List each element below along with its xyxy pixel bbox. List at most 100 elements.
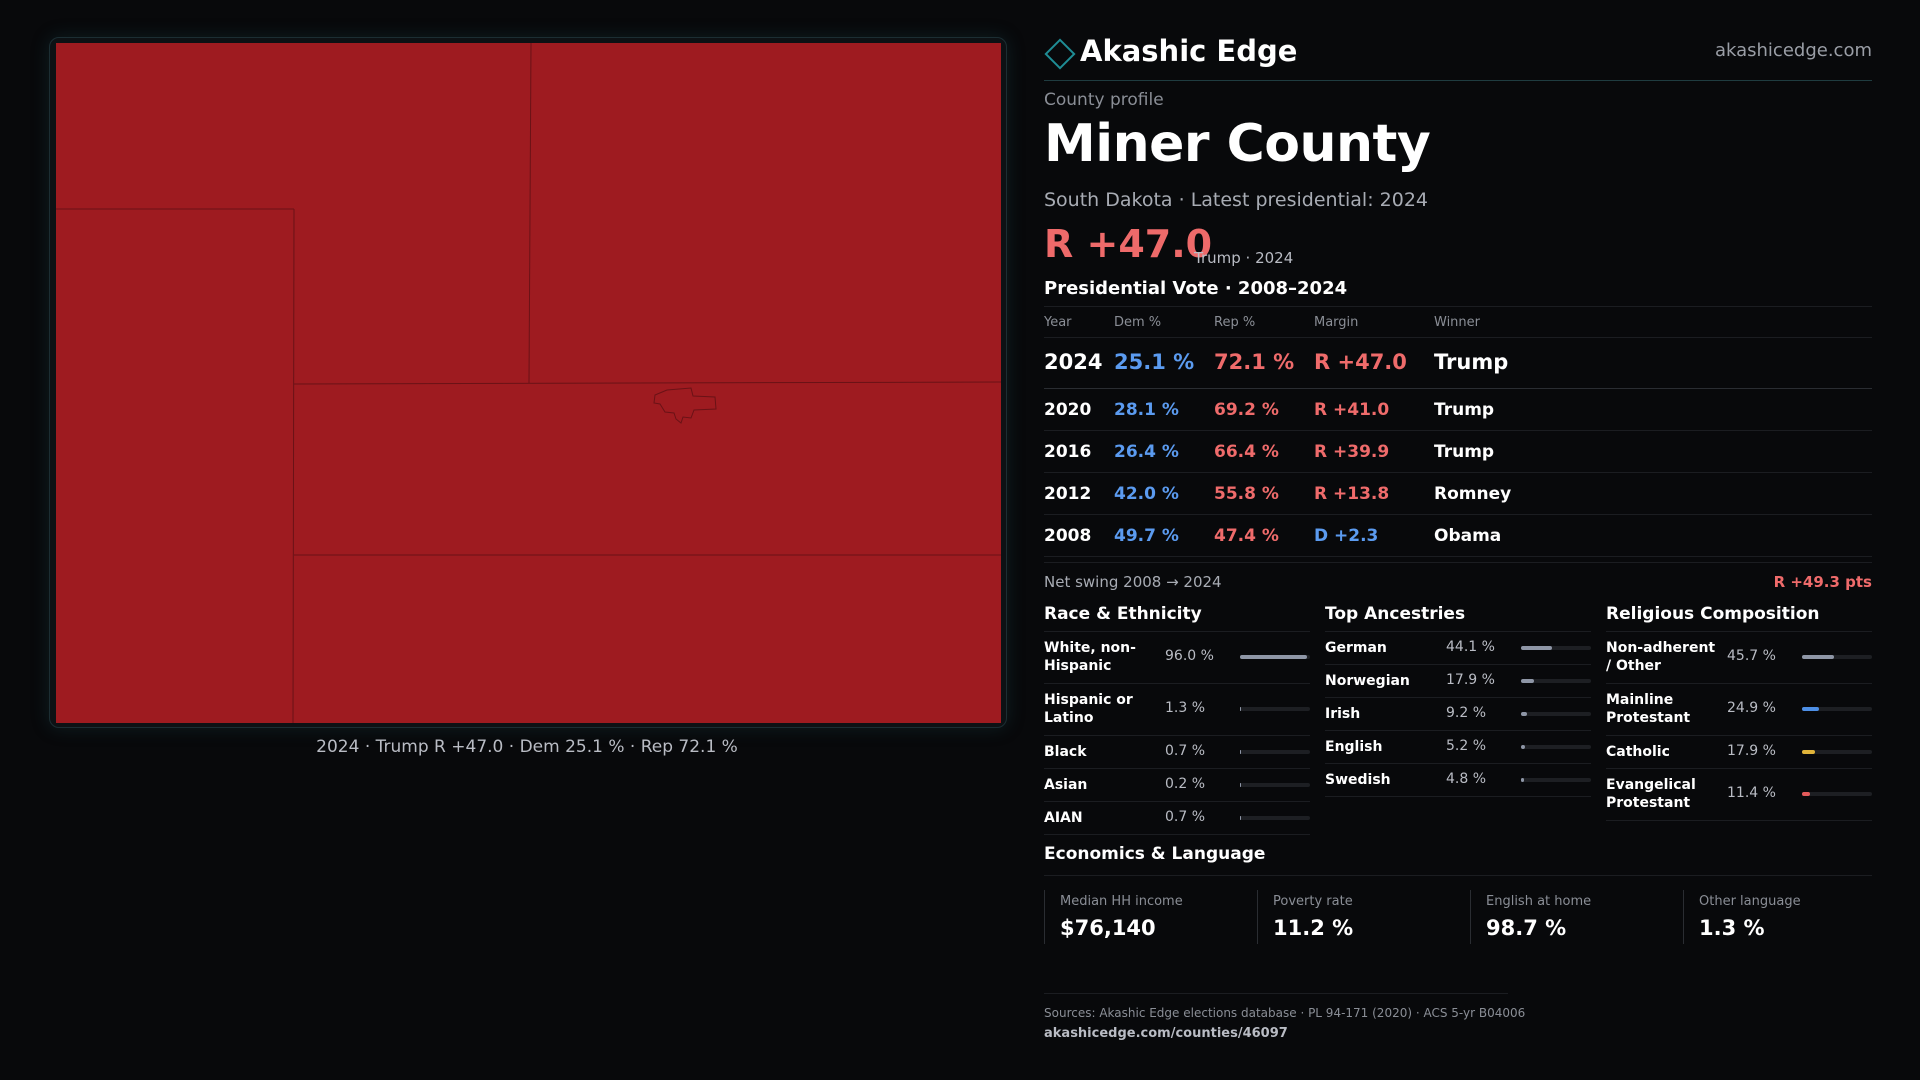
ancestry-bar-track	[1521, 646, 1591, 650]
row-year: 2024	[1044, 350, 1103, 374]
source-url-link[interactable]: akashicedge.com/counties/46097	[1044, 1026, 1288, 1041]
list-item: Mainline Protestant 24.9 %	[1606, 684, 1872, 736]
race-value: 0.2 %	[1165, 776, 1206, 792]
ancestry-heading: Top Ancestries	[1325, 602, 1591, 632]
list-item: Asian 0.2 %	[1044, 769, 1310, 802]
header-winner: Winner	[1434, 315, 1481, 330]
row-rep: 55.8 %	[1214, 484, 1279, 504]
religion-bar-fill	[1802, 750, 1815, 754]
list-item: Non-adherent / Other 45.7 %	[1606, 632, 1872, 684]
county-map-svg	[56, 42, 1002, 724]
race-bar-fill	[1240, 707, 1242, 711]
religion-label: Non-adherent / Other	[1606, 640, 1716, 674]
header-dem: Dem %	[1114, 315, 1162, 330]
row-rep: 47.4 %	[1214, 526, 1279, 546]
religion-bar-fill	[1802, 707, 1820, 711]
row-winner: Romney	[1434, 484, 1512, 504]
econ-value: 11.2 %	[1273, 916, 1354, 940]
row-margin: R +41.0	[1314, 400, 1390, 420]
row-rep: 69.2 %	[1214, 400, 1279, 420]
row-margin: R +47.0	[1314, 350, 1407, 374]
list-item: Norwegian 17.9 %	[1325, 665, 1591, 698]
race-bar-track	[1240, 783, 1310, 787]
row-year: 2008	[1044, 526, 1092, 546]
race-value: 0.7 %	[1165, 743, 1206, 759]
headline-margin: R +47.0	[1044, 222, 1213, 266]
ancestry-label: English	[1325, 739, 1383, 755]
footer-divider	[1044, 993, 1508, 994]
race-bar-track	[1240, 707, 1310, 711]
row-dem: 25.1 %	[1114, 350, 1195, 374]
header-margin: Margin	[1314, 315, 1359, 330]
row-dem: 42.0 %	[1114, 484, 1179, 504]
row-rep: 72.1 %	[1214, 350, 1295, 374]
econ-stat: English at home 98.7 %	[1470, 890, 1663, 944]
econ-stat: Median HH income $76,140	[1044, 890, 1237, 944]
table-row: 2008 49.7 % 47.4 % D +2.3 Obama	[1044, 515, 1872, 557]
econ-value: 1.3 %	[1699, 916, 1765, 940]
row-year: 2016	[1044, 442, 1092, 462]
econ-value: 98.7 %	[1486, 916, 1567, 940]
ancestry-value: 44.1 %	[1446, 639, 1495, 655]
ancestry-label: German	[1325, 640, 1387, 656]
religion-value: 45.7 %	[1727, 648, 1776, 664]
table-row: 2020 28.1 % 69.2 % R +41.0 Trump	[1044, 389, 1872, 431]
religion-bar-track	[1802, 750, 1872, 754]
net-swing-value: R +49.3 pts	[1773, 573, 1872, 591]
race-bar-fill	[1240, 783, 1242, 787]
map-caption: 2024 · Trump R +47.0 · Dem 25.1 % · Rep …	[316, 737, 738, 757]
ancestry-bar-track	[1521, 679, 1591, 683]
religion-heading: Religious Composition	[1606, 602, 1872, 632]
race-label: Hispanic or Latino	[1044, 692, 1133, 726]
row-winner: Trump	[1434, 350, 1509, 374]
list-item: AIAN 0.7 %	[1044, 802, 1310, 835]
race-bar-fill	[1240, 816, 1242, 820]
religion-value: 11.4 %	[1727, 785, 1776, 801]
econ-label: Median HH income	[1060, 894, 1183, 909]
race-bar-track	[1240, 750, 1310, 754]
list-item: Evangelical Protestant 11.4 %	[1606, 769, 1872, 821]
ancestry-section: Top Ancestries German 44.1 % Norwegian 1…	[1325, 602, 1591, 797]
brand-name[interactable]: Akashic Edge	[1080, 34, 1298, 68]
header-rep: Rep %	[1214, 315, 1256, 330]
list-item: Hispanic or Latino 1.3 %	[1044, 684, 1310, 736]
row-margin: R +13.8	[1314, 484, 1390, 504]
net-swing-label: Net swing 2008 → 2024	[1044, 573, 1222, 591]
vote-table: Year Dem % Rep % Margin Winner 2024 25.1…	[1044, 306, 1872, 557]
ancestry-bar-fill	[1521, 745, 1525, 749]
religion-value: 24.9 %	[1727, 700, 1776, 716]
religion-value: 17.9 %	[1727, 743, 1776, 759]
econ-label: English at home	[1486, 894, 1592, 909]
list-item: German 44.1 %	[1325, 632, 1591, 665]
religion-bar-fill	[1802, 655, 1834, 659]
ancestry-bar-fill	[1521, 778, 1525, 782]
race-heading: Race & Ethnicity	[1044, 602, 1310, 632]
brand-url-link[interactable]: akashicedge.com	[1714, 40, 1872, 61]
vote-table-header: Year Dem % Rep % Margin Winner	[1044, 307, 1872, 338]
ancestry-value: 5.2 %	[1446, 738, 1487, 754]
ancestry-label: Swedish	[1325, 772, 1391, 788]
econ-stat: Poverty rate 11.2 %	[1257, 890, 1450, 944]
ancestry-bar-fill	[1521, 646, 1552, 650]
county-profile-panel: Akashic Edge akashicedge.com County prof…	[1044, 0, 1872, 1080]
county-subtitle: South Dakota · Latest presidential: 2024	[1044, 189, 1429, 211]
table-row: 2016 26.4 % 66.4 % R +39.9 Trump	[1044, 431, 1872, 473]
race-value: 96.0 %	[1165, 648, 1214, 664]
table-row: 2024 25.1 % 72.1 % R +47.0 Trump	[1044, 338, 1872, 389]
ancestry-value: 9.2 %	[1446, 705, 1487, 721]
list-item: Catholic 17.9 %	[1606, 736, 1872, 769]
brand-header: Akashic Edge akashicedge.com	[1044, 34, 1872, 81]
ancestry-bar-fill	[1521, 712, 1528, 716]
row-margin: D +2.3	[1314, 526, 1379, 546]
row-winner: Obama	[1434, 526, 1502, 546]
vote-section-heading: Presidential Vote · 2008–2024	[1044, 278, 1348, 299]
race-label: AIAN	[1044, 810, 1083, 826]
row-margin: R +39.9	[1314, 442, 1390, 462]
race-value: 0.7 %	[1165, 809, 1206, 825]
race-bar-fill	[1240, 655, 1308, 659]
county-map[interactable]	[49, 37, 1007, 728]
ancestry-bar-track	[1521, 745, 1591, 749]
race-ethnicity-section: Race & Ethnicity White, non-Hispanic 96.…	[1044, 602, 1310, 835]
list-item: Irish 9.2 %	[1325, 698, 1591, 731]
ancestry-value: 4.8 %	[1446, 771, 1487, 787]
